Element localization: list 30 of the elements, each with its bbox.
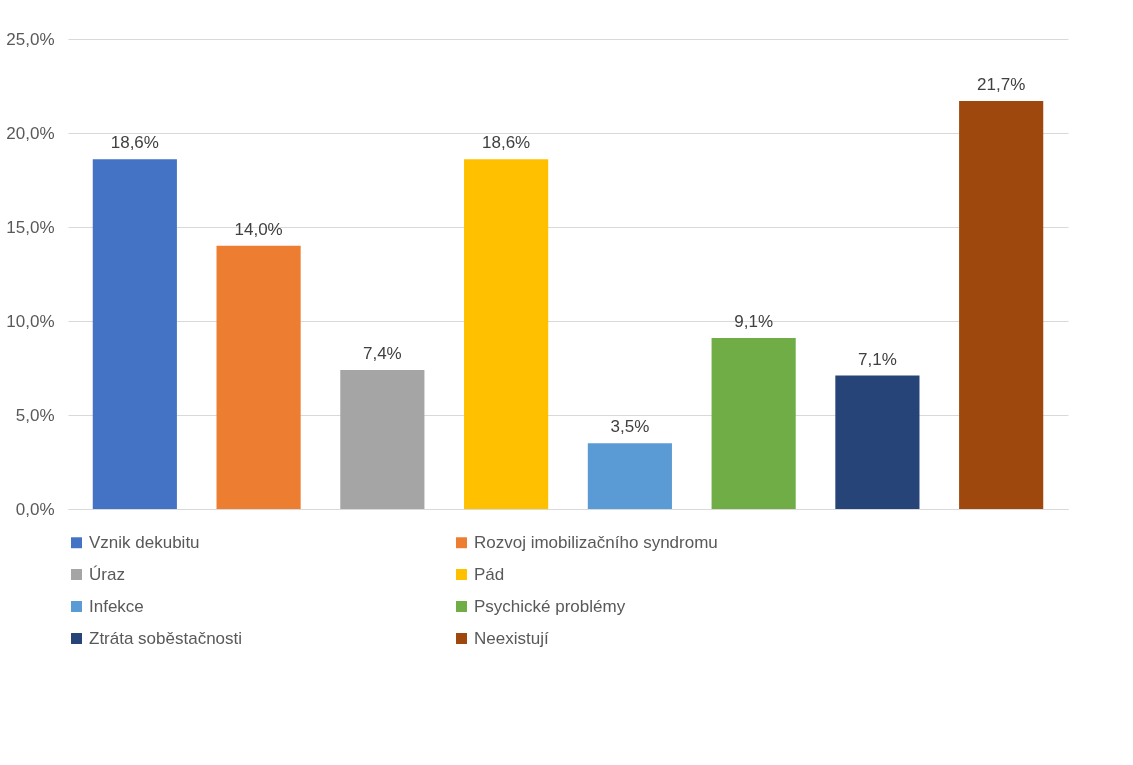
data-label: 9,1% [734, 311, 774, 331]
data-label: 14,0% [234, 219, 283, 239]
bar [216, 245, 301, 509]
bar [835, 375, 920, 509]
bar [92, 159, 177, 509]
legend-label: Ztráta soběstačnosti [89, 628, 243, 648]
bar [464, 159, 549, 509]
legend-label: Vznik dekubitu [89, 532, 200, 552]
y-tick-label: 5,0% [15, 405, 55, 425]
y-tick-label: 25,0% [6, 29, 55, 49]
y-tick-label: 10,0% [6, 311, 55, 331]
data-label: 21,7% [977, 75, 1026, 95]
legend-label: Psychické problémy [474, 596, 626, 616]
legend-label: Rozvoj imobilizačního syndromu [474, 532, 718, 552]
data-label: 3,5% [610, 417, 650, 437]
bar [587, 443, 672, 509]
data-label: 18,6% [482, 133, 531, 153]
data-label: 18,6% [110, 133, 159, 153]
legend-label: Neexistují [474, 628, 549, 648]
y-tick-label: 20,0% [6, 123, 55, 143]
y-tick-label: 0,0% [15, 499, 55, 519]
bar [711, 337, 796, 509]
y-tick-label: 15,0% [6, 217, 55, 237]
data-label: 7,4% [362, 343, 402, 363]
legend-label: Úraz [89, 564, 125, 584]
legend-label: Pád [474, 564, 505, 584]
data-label: 7,1% [858, 349, 897, 369]
bar [340, 369, 425, 509]
legend-label: Infekce [89, 596, 144, 616]
bar [959, 101, 1044, 509]
